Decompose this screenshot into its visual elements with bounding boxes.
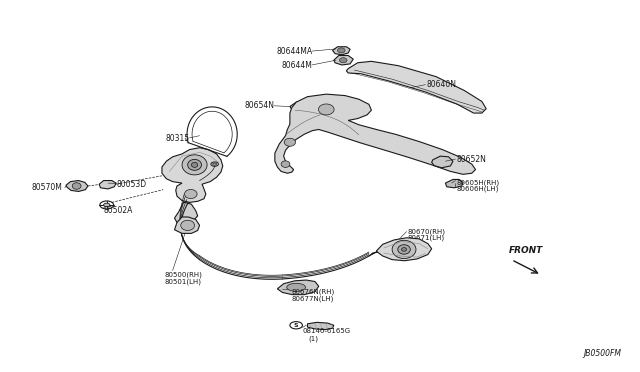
- Text: 80652N: 80652N: [457, 155, 486, 164]
- Text: 80654N: 80654N: [245, 101, 275, 110]
- Text: 80640N: 80640N: [427, 80, 456, 89]
- Text: 80670(RH): 80670(RH): [408, 228, 446, 235]
- Text: 80676N(RH): 80676N(RH): [292, 288, 335, 295]
- Ellipse shape: [398, 245, 410, 254]
- Text: 80053D: 80053D: [116, 180, 147, 189]
- Ellipse shape: [337, 48, 345, 53]
- Ellipse shape: [72, 183, 81, 189]
- Polygon shape: [333, 47, 350, 55]
- Text: 80606H(LH): 80606H(LH): [457, 186, 499, 192]
- Ellipse shape: [188, 159, 202, 170]
- Text: 80644M: 80644M: [282, 61, 312, 70]
- Ellipse shape: [182, 155, 207, 175]
- Polygon shape: [277, 280, 319, 295]
- Ellipse shape: [284, 138, 296, 146]
- Polygon shape: [290, 100, 324, 116]
- Text: 80644MA: 80644MA: [276, 46, 312, 55]
- Polygon shape: [307, 323, 334, 330]
- Text: 80502A: 80502A: [104, 206, 133, 215]
- Text: 08146-6165G: 08146-6165G: [303, 328, 351, 334]
- Polygon shape: [99, 180, 116, 189]
- Ellipse shape: [281, 161, 290, 167]
- Text: JB0500FM: JB0500FM: [583, 349, 621, 358]
- Text: 80570M: 80570M: [32, 183, 63, 192]
- Ellipse shape: [339, 58, 347, 63]
- Polygon shape: [66, 180, 88, 192]
- Ellipse shape: [104, 203, 110, 207]
- Polygon shape: [431, 156, 453, 168]
- Ellipse shape: [401, 248, 406, 251]
- Text: FRONT: FRONT: [509, 246, 543, 255]
- Polygon shape: [175, 217, 200, 233]
- Text: 80605H(RH): 80605H(RH): [457, 179, 500, 186]
- Text: 80677N(LH): 80677N(LH): [292, 295, 334, 302]
- Ellipse shape: [191, 162, 198, 167]
- Ellipse shape: [212, 163, 216, 165]
- Text: 80501(LH): 80501(LH): [164, 278, 202, 285]
- Text: 80671(LH): 80671(LH): [408, 235, 445, 241]
- Ellipse shape: [319, 104, 334, 115]
- Ellipse shape: [180, 220, 195, 231]
- Polygon shape: [298, 106, 315, 112]
- Text: 80500(RH): 80500(RH): [164, 272, 202, 278]
- Text: 80315: 80315: [165, 134, 189, 143]
- Polygon shape: [445, 179, 463, 188]
- Polygon shape: [346, 61, 486, 113]
- Ellipse shape: [287, 283, 305, 291]
- Ellipse shape: [392, 240, 416, 259]
- Polygon shape: [275, 94, 476, 174]
- Text: S: S: [294, 323, 298, 328]
- Polygon shape: [175, 202, 198, 223]
- Ellipse shape: [184, 189, 197, 199]
- Polygon shape: [162, 148, 223, 202]
- Text: (1): (1): [308, 335, 319, 341]
- Polygon shape: [334, 55, 353, 65]
- Polygon shape: [376, 238, 431, 261]
